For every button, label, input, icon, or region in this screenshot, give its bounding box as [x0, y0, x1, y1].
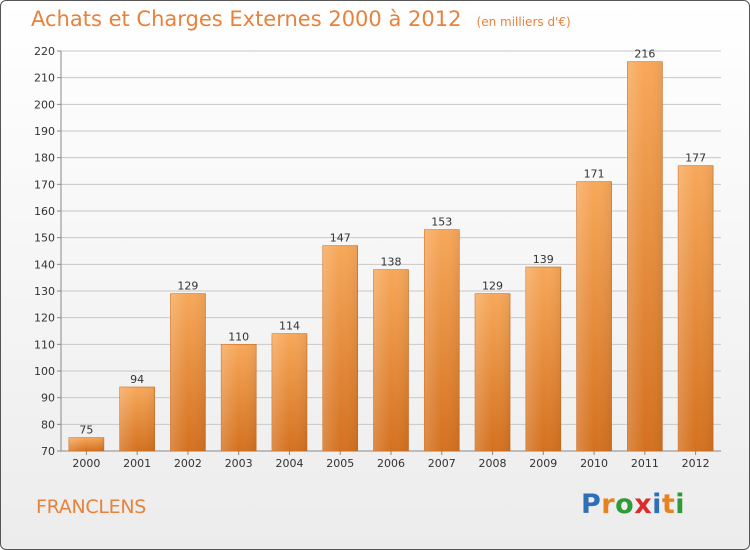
x-tick-label: 2002	[174, 457, 202, 470]
y-tick-label: 180	[34, 152, 55, 165]
commune-name: FRANCLENS	[36, 496, 147, 518]
y-tick-label: 190	[34, 125, 55, 138]
bar-shine	[678, 165, 714, 451]
x-tick-label: 2005	[326, 457, 354, 470]
bar-shine	[170, 293, 206, 451]
y-tick-label: 70	[41, 445, 55, 458]
brand-letter: P	[581, 489, 602, 520]
bar-shine	[68, 437, 104, 451]
x-tick-label: 2000	[72, 457, 100, 470]
chart-title: Achats et Charges Externes 2000 à 2012	[31, 7, 462, 31]
brand-letter: i	[675, 489, 686, 520]
y-tick-label: 220	[34, 45, 55, 58]
chart-subtitle: (en milliers d'€)	[476, 15, 571, 29]
y-tick-label: 100	[34, 365, 55, 378]
x-tick-label: 2008	[479, 457, 507, 470]
bar-shine	[322, 245, 358, 451]
data-label: 138	[381, 256, 402, 269]
data-label: 75	[79, 424, 93, 437]
x-tick-label: 2011	[631, 457, 659, 470]
bar-shine	[424, 229, 460, 451]
x-tick-label: 2010	[580, 457, 608, 470]
labels: 7080901001101201301401501601701801902002…	[34, 45, 710, 470]
y-tick-label: 150	[34, 232, 55, 245]
title-row: Achats et Charges Externes 2000 à 2012 (…	[31, 7, 571, 31]
brand-letter: o	[615, 489, 635, 520]
y-tick-label: 200	[34, 98, 55, 111]
x-tick-label: 2001	[123, 457, 151, 470]
x-tick-label: 2012	[682, 457, 710, 470]
bar-shine	[119, 387, 155, 451]
x-tick-label: 2003	[225, 457, 253, 470]
data-label: 129	[482, 280, 503, 293]
data-label: 114	[279, 320, 300, 333]
data-label: 129	[177, 280, 198, 293]
bar-shine	[576, 181, 612, 451]
brand-letter: t	[661, 489, 676, 520]
y-tick-label: 90	[41, 392, 55, 405]
data-label: 153	[431, 216, 452, 229]
y-tick-label: 140	[34, 258, 55, 271]
bars	[68, 61, 714, 452]
data-label: 139	[533, 253, 554, 266]
data-label: 110	[228, 330, 249, 343]
y-tick-label: 110	[34, 338, 55, 351]
y-tick-label: 120	[34, 312, 55, 325]
y-tick-label: 160	[34, 205, 55, 218]
data-label: 94	[130, 373, 144, 386]
y-tick-label: 80	[41, 418, 55, 431]
bar-shine	[221, 344, 257, 451]
data-label: 147	[330, 232, 351, 245]
data-label: 171	[584, 168, 605, 181]
bar-shine	[525, 267, 561, 451]
x-tick-label: 2006	[377, 457, 405, 470]
x-tick-label: 2007	[428, 457, 456, 470]
data-label: 177	[685, 152, 706, 165]
bar-shine	[373, 269, 409, 451]
y-tick-label: 170	[34, 178, 55, 191]
brand-letter: r	[601, 489, 616, 520]
proxiti-logo[interactable]: Proxiti	[581, 489, 685, 520]
bar-shine	[627, 61, 663, 452]
x-tick-label: 2009	[529, 457, 557, 470]
y-tick-label: 210	[34, 72, 55, 85]
bar-shine	[475, 293, 511, 451]
data-label: 216	[634, 48, 655, 61]
brand-letter: i	[652, 489, 662, 520]
x-tick-label: 2004	[275, 457, 303, 470]
y-tick-label: 130	[34, 285, 55, 298]
brand-letter: x	[634, 489, 653, 520]
bar-shine	[271, 333, 307, 451]
